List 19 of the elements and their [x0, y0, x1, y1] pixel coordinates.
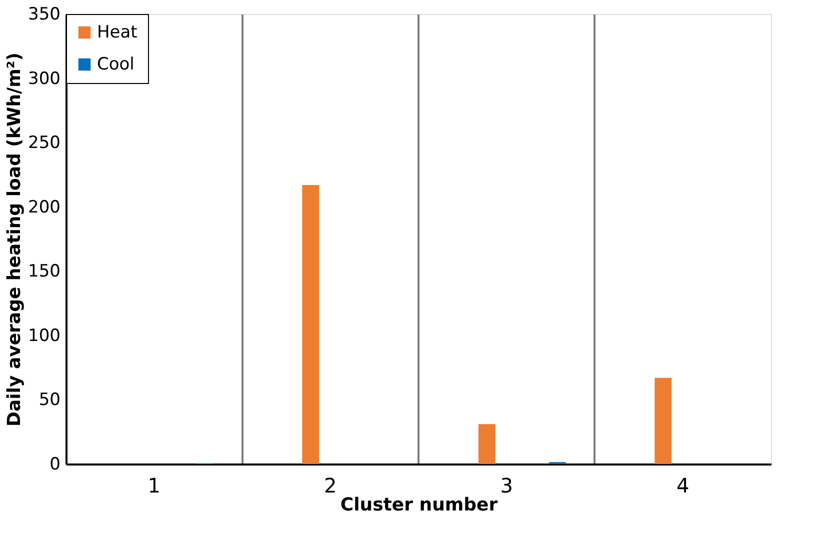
y-tick-label: 50	[38, 390, 60, 410]
bar	[478, 424, 496, 464]
bar	[302, 185, 320, 464]
y-tick-label: 250	[28, 133, 60, 154]
x-axis-title: Cluster number	[340, 494, 498, 516]
legend-label: Cool	[97, 54, 134, 74]
y-axis-title: Daily average heating load (kWh/m²)	[4, 52, 26, 426]
x-tick-label: 2	[324, 474, 337, 498]
legend-label: Heat	[97, 22, 138, 42]
x-tick-label: 3	[500, 474, 513, 498]
x-tick-label: 4	[676, 474, 690, 498]
x-tick-label: 1	[148, 474, 160, 498]
y-tick-label: 150	[28, 262, 60, 282]
y-tick-label: 100	[28, 326, 60, 346]
y-tick-label: 350	[28, 4, 60, 24]
y-tick-label: 200	[28, 197, 60, 218]
y-tick-label: 0	[50, 454, 60, 474]
y-tick-label: 300	[28, 68, 60, 89]
bar	[654, 378, 672, 464]
